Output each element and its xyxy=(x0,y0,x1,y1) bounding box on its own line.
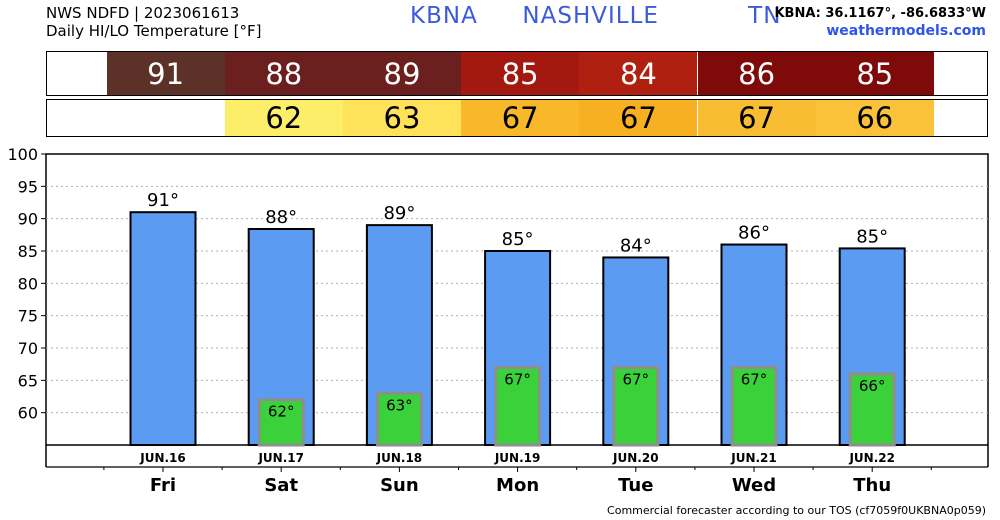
low-temp-cell: 63 xyxy=(342,100,462,136)
site-link[interactable]: weathermodels.com xyxy=(826,23,986,39)
low-temp-bar xyxy=(257,398,305,447)
high-temp-label: 86° xyxy=(738,223,770,244)
low-temp-label: 66° xyxy=(859,377,886,395)
low-temp-bar xyxy=(494,365,542,447)
low-temp-cell xyxy=(106,100,225,136)
y-tick-label: 70 xyxy=(18,339,38,358)
low-temp-label: 62° xyxy=(268,403,295,421)
high-temp-label: 85° xyxy=(502,229,534,250)
y-tick-label: 80 xyxy=(18,274,38,293)
low-temp-cell: 66 xyxy=(815,100,934,136)
low-temp-cell: 67 xyxy=(579,100,698,136)
date-label: JUN.18 xyxy=(376,451,423,465)
high-temp-label: 85° xyxy=(856,226,888,247)
high-temp-row: 91 88 89 85 84 86 85 xyxy=(46,51,988,96)
y-tick-label: 65 xyxy=(18,371,38,390)
high-temp-cell: 89 xyxy=(342,52,462,95)
station-title: KBNA NASHVILLE TN xyxy=(410,3,782,29)
day-label: Mon xyxy=(496,475,539,496)
day-label: Sat xyxy=(264,475,298,496)
day-label: Thu xyxy=(853,475,891,496)
date-label: JUN.16 xyxy=(139,451,186,465)
low-temp-row: 62 63 67 67 67 66 xyxy=(46,99,988,137)
date-label: JUN.21 xyxy=(730,451,777,465)
high-temp-label: 91° xyxy=(147,190,179,211)
high-temp-bar xyxy=(129,211,197,446)
high-temp-cell: 88 xyxy=(224,52,343,95)
station-coordinates: KBNA: 36.1167°, -86.6833°W xyxy=(774,6,986,21)
y-tick-label: 75 xyxy=(18,307,38,326)
date-label: JUN.17 xyxy=(257,451,304,465)
high-temp-label: 88° xyxy=(265,207,297,228)
high-temp-label: 89° xyxy=(383,203,415,224)
date-label: JUN.19 xyxy=(494,451,541,465)
high-temp-cell: 91 xyxy=(106,52,225,95)
y-tick-label: 95 xyxy=(18,177,38,196)
date-label: JUN.20 xyxy=(612,451,659,465)
low-temp-label: 67° xyxy=(504,370,531,388)
low-temp-cell: 67 xyxy=(697,100,816,136)
low-temp-bar xyxy=(848,372,896,447)
low-temp-cell: 62 xyxy=(224,100,343,136)
y-tick-label: 85 xyxy=(18,242,38,261)
day-label: Wed xyxy=(732,475,776,496)
y-tick-label: 100 xyxy=(7,145,38,164)
high-temp-cell: 85 xyxy=(815,52,934,95)
high-temp-label: 84° xyxy=(620,235,652,256)
low-temp-label: 67° xyxy=(623,370,650,388)
chart-subtitle: Daily HI/LO Temperature [°F] xyxy=(46,22,262,40)
footer-note: Commercial forecaster according to our T… xyxy=(607,504,986,517)
y-tick-label: 90 xyxy=(18,210,38,229)
low-temp-bar xyxy=(612,365,660,447)
low-temp-label: 67° xyxy=(741,370,768,388)
day-label: Fri xyxy=(150,475,176,496)
y-tick-label: 60 xyxy=(18,404,38,423)
low-temp-cell: 67 xyxy=(461,100,580,136)
model-run-label: NWS NDFD | 2023061613 xyxy=(46,4,240,22)
high-temp-cell: 86 xyxy=(697,52,816,95)
date-label: JUN.22 xyxy=(848,451,895,465)
low-temp-label: 63° xyxy=(386,396,413,414)
day-label: Sun xyxy=(380,475,419,496)
day-label: Tue xyxy=(618,475,653,496)
high-temp-cell: 85 xyxy=(461,52,580,95)
high-temp-cell: 84 xyxy=(579,52,698,95)
low-temp-bar xyxy=(375,391,423,447)
low-temp-bar xyxy=(730,365,778,447)
